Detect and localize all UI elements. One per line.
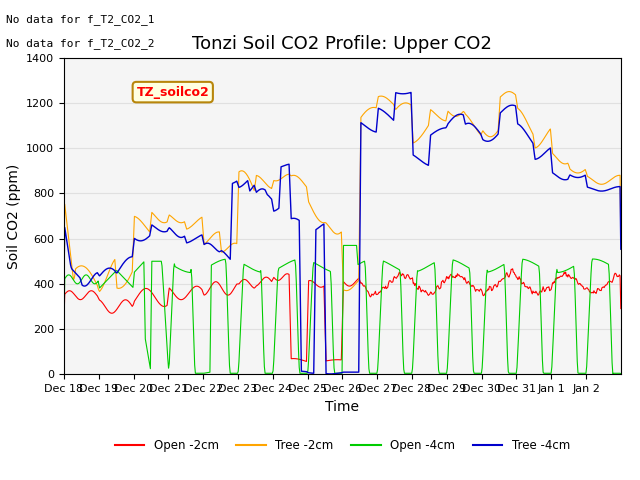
Line: Open -2cm: Open -2cm xyxy=(64,269,621,361)
Line: Open -4cm: Open -4cm xyxy=(64,245,621,374)
Open -4cm xyxy=(432,285,440,290)
Open -2cm xyxy=(60,318,68,324)
Open -4cm xyxy=(617,371,625,377)
Line: Tree -2cm: Tree -2cm xyxy=(64,92,621,291)
Tree -4cm xyxy=(125,255,133,261)
Tree -2cm xyxy=(96,288,104,294)
Open -4cm xyxy=(125,281,133,287)
Text: No data for f_T2_CO2_2: No data for f_T2_CO2_2 xyxy=(6,38,155,49)
Tree -2cm xyxy=(401,100,408,106)
Text: TZ_soilco2: TZ_soilco2 xyxy=(136,85,209,98)
Open -4cm xyxy=(340,242,348,248)
Open -4cm xyxy=(228,371,236,376)
Open -4cm xyxy=(60,324,68,330)
Tree -4cm xyxy=(401,91,408,96)
Tree -2cm xyxy=(505,89,513,95)
Tree -4cm xyxy=(276,178,284,183)
Open -2cm xyxy=(228,289,236,295)
Open -2cm xyxy=(125,300,133,305)
Y-axis label: Soil CO2 (ppm): Soil CO2 (ppm) xyxy=(6,163,20,269)
Legend: Open -2cm, Tree -2cm, Open -4cm, Tree -4cm: Open -2cm, Tree -2cm, Open -4cm, Tree -4… xyxy=(110,435,575,457)
Text: No data for f_T2_CO2_1: No data for f_T2_CO2_1 xyxy=(6,14,155,25)
Tree -2cm xyxy=(617,239,625,244)
X-axis label: Time: Time xyxy=(325,400,360,414)
Tree -2cm xyxy=(60,256,68,262)
Tree -2cm xyxy=(277,176,285,181)
Tree -2cm xyxy=(126,274,134,279)
Tree -4cm xyxy=(228,206,236,212)
Open -2cm xyxy=(276,276,284,282)
Open -2cm xyxy=(432,288,440,294)
Open -4cm xyxy=(255,269,263,275)
Title: Tonzi Soil CO2 Profile: Upper CO2: Tonzi Soil CO2 Profile: Upper CO2 xyxy=(193,35,492,53)
Tree -4cm xyxy=(617,246,625,252)
Line: Tree -4cm: Tree -4cm xyxy=(64,93,621,374)
Open -2cm xyxy=(401,275,408,280)
Tree -4cm xyxy=(60,272,68,278)
Open -4cm xyxy=(401,371,408,376)
Open -4cm xyxy=(276,264,284,270)
Open -2cm xyxy=(255,281,263,287)
Open -2cm xyxy=(303,359,310,364)
Tree -4cm xyxy=(433,128,440,134)
Tree -4cm xyxy=(255,187,263,192)
Open -2cm xyxy=(617,306,625,312)
Tree -2cm xyxy=(228,241,236,247)
Tree -2cm xyxy=(256,175,264,180)
Tree -4cm xyxy=(326,371,334,377)
Tree -2cm xyxy=(432,111,440,117)
Open -2cm xyxy=(509,266,516,272)
Tree -4cm xyxy=(407,90,415,96)
